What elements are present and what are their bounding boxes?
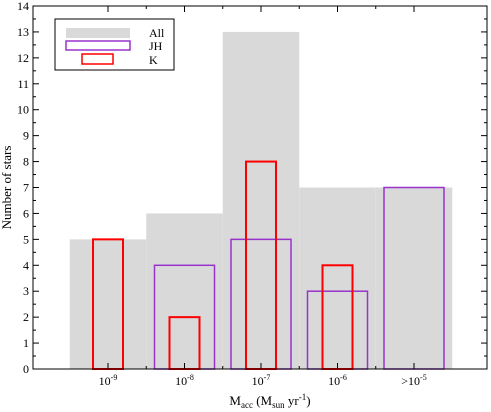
x-tick-label: 10-6	[328, 373, 347, 388]
y-tick-label: 1	[23, 336, 29, 350]
y-tick-label: 14	[17, 0, 29, 13]
all-bar	[222, 31, 300, 370]
all-bar	[375, 187, 453, 369]
y-tick-label: 11	[17, 77, 29, 91]
y-tick-label: 6	[23, 206, 29, 220]
y-tick-label: 9	[23, 129, 29, 143]
x-axis-ticks: 10-9 10-8 10-7 10-6 >10-5	[99, 6, 427, 388]
x-tick-label: 10-9	[99, 373, 118, 388]
y-tick-label: 4	[23, 258, 29, 272]
y-tick-label: 7	[23, 181, 29, 195]
all-bar	[69, 239, 147, 369]
all-bar	[299, 187, 376, 369]
x-tick-label: 10-7	[252, 373, 271, 388]
legend-swatch	[81, 53, 114, 65]
y-tick-label: 13	[17, 25, 29, 39]
x-tick-label: 10-8	[175, 373, 194, 388]
legend-box	[54, 18, 175, 71]
y-tick-label: 8	[23, 155, 29, 169]
y-tick-label: 10	[17, 103, 29, 117]
all-bar	[146, 213, 223, 369]
y-tick-label: 5	[23, 232, 29, 246]
x-axis-label: Macc (Msun yr-1)	[229, 392, 310, 410]
legend-label: JH	[149, 39, 163, 53]
y-tick-label: 0	[23, 362, 29, 376]
legend-label: All	[149, 26, 165, 40]
y-tick-label: 3	[23, 284, 29, 298]
y-axis-label: Number of stars	[0, 146, 14, 230]
legend-swatch	[66, 28, 130, 38]
x-tick-label: >10-5	[401, 373, 426, 388]
y-tick-label: 12	[17, 51, 29, 65]
y-tick-label: 2	[23, 310, 29, 324]
legend-swatch	[65, 40, 131, 51]
all-series-bars	[69, 31, 453, 370]
legend-label: K	[149, 53, 158, 67]
